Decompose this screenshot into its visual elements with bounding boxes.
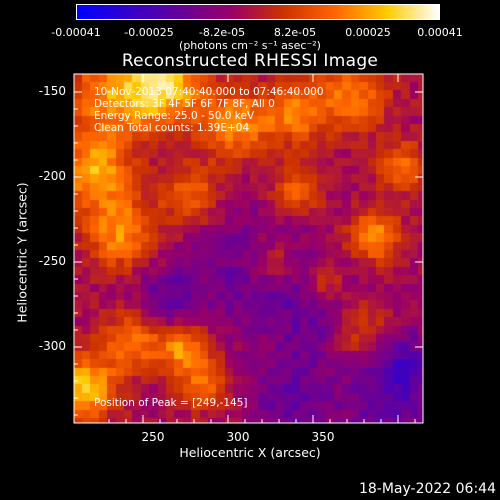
plot-title: Reconstructed RHESSI Image	[121, 51, 379, 71]
colorbar-tick-label: 0.00025	[345, 26, 391, 39]
colorbar-tick-label: 8.2e-05	[273, 26, 317, 39]
clean-counts-label: Clean Total counts: 1.39E+04	[94, 122, 250, 134]
x-tick-label: 250	[141, 430, 165, 444]
detectors-label: Detectors: 3F 4F 5F 6F 7F 8F, All 0	[94, 98, 275, 110]
colorbar	[76, 4, 440, 20]
y-tick-label: -300	[38, 339, 66, 353]
reconstructed-image	[74, 74, 423, 423]
timestamp: 18-May-2022 06:44	[358, 481, 496, 497]
time-range-label: 10-Nov-2013 07:40:40.000 to 07:46:40.000	[94, 86, 324, 98]
y-tick-label: -150	[38, 84, 66, 98]
x-axis-label: Heliocentric X (arcsec)	[179, 445, 321, 460]
energy-range-label: Energy Range: 25.0 - 50.0 keV	[94, 110, 255, 122]
x-tick-label: 300	[226, 430, 250, 444]
image-canvas	[74, 74, 423, 423]
colorbar-tick-label: 0.00041	[417, 26, 463, 39]
y-axis-label: Heliocentric Y (arcsec)	[14, 182, 30, 323]
y-tick-label: -200	[38, 169, 66, 183]
y-tick-label: -250	[38, 254, 66, 268]
colorbar-tick-label: -0.00025	[124, 26, 174, 39]
peak-position-label: Position of Peak = [249,-145]	[94, 397, 248, 409]
colorbar-tick-label: -8.2e-05	[198, 26, 246, 39]
x-tick-label: 350	[311, 430, 335, 444]
colorbar-tick-label: -0.00041	[51, 26, 101, 39]
colorbar-units: (photons cm⁻² s⁻¹ asec⁻²)	[179, 39, 321, 52]
